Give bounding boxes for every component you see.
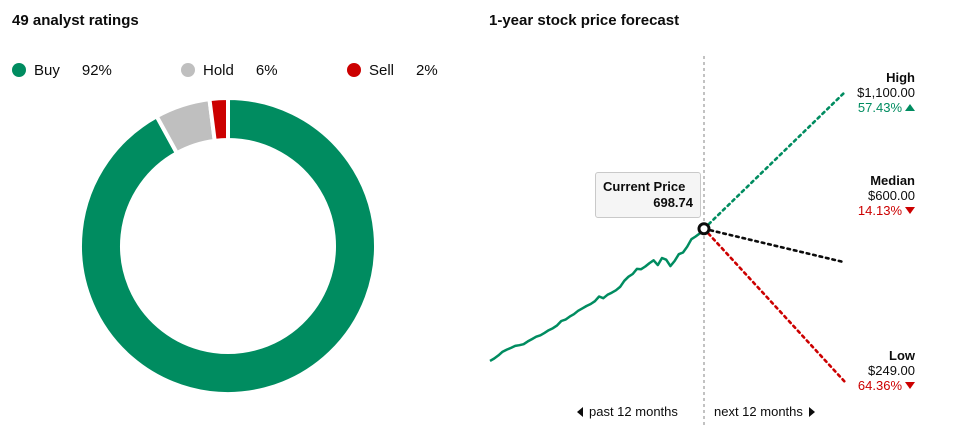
target-median-price: $600.00 xyxy=(868,188,915,203)
legend-item-hold: Hold 6% xyxy=(181,60,278,80)
buy-swatch xyxy=(12,63,26,77)
target-high-change-row: 57.43% xyxy=(858,100,915,115)
forecast-title: 1-year stock price forecast xyxy=(489,12,680,29)
target-high: High $1,100.00 57.43% xyxy=(857,70,915,115)
legend-label-sell: Sell xyxy=(369,61,395,79)
arrow-up-icon xyxy=(905,104,915,111)
target-high-price: $1,100.00 xyxy=(857,85,915,100)
legend-label-hold: Hold xyxy=(203,61,234,79)
current-price-tooltip: Current Price 698.74 xyxy=(595,172,701,218)
legend-label-buy: Buy xyxy=(34,61,60,79)
past-period-label: past 12 months xyxy=(577,404,678,419)
legend-value-buy: 92% xyxy=(81,61,112,79)
target-median-label: Median xyxy=(870,173,915,188)
donut-slice-buy xyxy=(78,95,378,396)
legend-value-hold: 6% xyxy=(255,61,278,79)
next-period-text: next 12 months xyxy=(714,404,803,419)
ratings-title: 49 analyst ratings xyxy=(12,12,139,29)
price-history-line xyxy=(489,227,705,362)
forecast-line-chart xyxy=(489,56,847,425)
next-period-label: next 12 months xyxy=(714,404,815,419)
legend-value-sell: 2% xyxy=(416,61,438,79)
target-low-change-row: 64.36% xyxy=(858,378,915,393)
current-price-value: 698.74 xyxy=(653,195,693,210)
arrow-down-icon xyxy=(905,207,915,214)
target-median-change-row: 14.13% xyxy=(858,203,915,218)
target-low-label: Low xyxy=(889,348,915,363)
arrow-down-icon xyxy=(905,382,915,389)
caret-left-icon xyxy=(577,406,583,417)
ratings-legend: Buy 92% Hold 6% Sell 2% xyxy=(12,60,462,80)
target-low: Low $249.00 64.36% xyxy=(858,348,915,393)
caret-right-icon xyxy=(808,406,815,417)
forecast-high-line xyxy=(702,90,847,231)
past-period-text: past 12 months xyxy=(589,404,678,419)
ratings-donut-chart xyxy=(78,95,378,396)
target-high-label: High xyxy=(886,70,915,85)
target-high-change: 57.43% xyxy=(857,100,902,115)
forecast-low-line xyxy=(702,227,847,384)
donut-slice-sell xyxy=(207,95,230,144)
target-low-price: $249.00 xyxy=(868,363,915,378)
current-price-marker xyxy=(697,222,711,236)
hold-swatch xyxy=(181,63,195,77)
legend-item-sell: Sell 2% xyxy=(347,60,438,80)
current-price-label: Current Price xyxy=(603,179,686,194)
target-median-change: 14.13% xyxy=(857,203,902,218)
target-low-change: 64.36% xyxy=(857,378,902,393)
sell-swatch xyxy=(347,63,361,77)
legend-item-buy: Buy 92% xyxy=(12,60,112,80)
target-median: Median $600.00 14.13% xyxy=(858,173,915,218)
forecast-median-line xyxy=(702,227,847,264)
